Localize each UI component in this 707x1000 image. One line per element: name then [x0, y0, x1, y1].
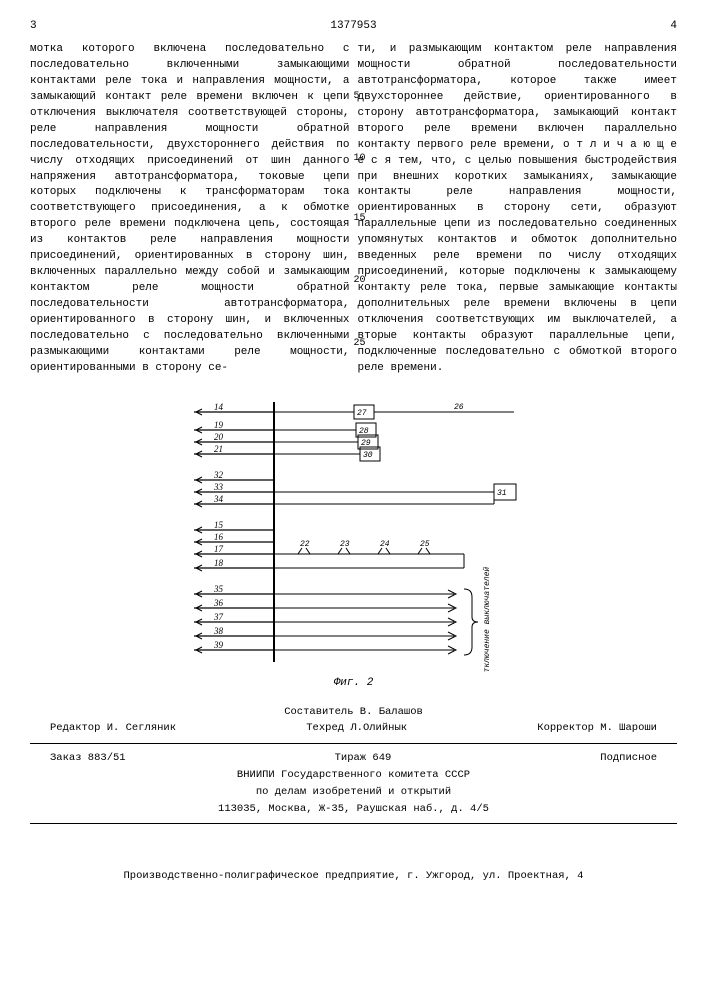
tirazh: Тираж 649 — [335, 750, 392, 767]
svg-text:17: 17 — [214, 544, 224, 554]
page-col-num-left: 3 — [30, 20, 60, 32]
svg-text:19: 19 — [214, 420, 224, 430]
figure-caption: Фиг. 2 — [154, 677, 554, 689]
svg-text:27: 27 — [357, 409, 367, 418]
svg-text:26: 26 — [454, 403, 464, 412]
org-line-2: по делам изобретений и открытий — [30, 784, 677, 801]
svg-text:31: 31 — [497, 489, 507, 498]
svg-text:33: 33 — [213, 482, 224, 492]
compiler-line: Составитель В. Балашов — [30, 704, 677, 721]
svg-text:24: 24 — [380, 540, 390, 549]
order-number: Заказ 883/51 — [50, 750, 126, 767]
svg-text:25: 25 — [420, 540, 430, 549]
page-col-num-right: 4 — [647, 20, 677, 32]
patent-number: 1377953 — [60, 20, 647, 32]
col1-body: мотка которого включена последовательно … — [30, 43, 350, 374]
svg-text:32: 32 — [213, 470, 224, 480]
svg-text:22: 22 — [300, 540, 310, 549]
svg-text:30: 30 — [363, 451, 373, 460]
svg-text:21: 21 — [214, 444, 223, 454]
svg-text:18: 18 — [214, 558, 224, 568]
svg-text:38: 38 — [213, 626, 224, 636]
svg-text:34: 34 — [213, 494, 224, 504]
column-1-text: мотка которого включена последовательно … — [30, 42, 350, 377]
svg-text:14: 14 — [214, 402, 224, 412]
editor: Редактор И. Сегляник — [50, 720, 176, 737]
svg-text:37: 37 — [213, 612, 224, 622]
svg-text:35: 35 — [213, 584, 224, 594]
techred: Техред Л.Олийнык — [306, 720, 407, 737]
column-2-text: ти, и размыкающим контактом реле направл… — [358, 42, 678, 377]
svg-text:23: 23 — [340, 540, 350, 549]
org-address: 113035, Москва, Ж-35, Раушская наб., д. … — [30, 801, 677, 818]
svg-text:15: 15 — [214, 520, 224, 530]
figure-2: 1419202132333415161718353637383927262829… — [154, 392, 554, 689]
svg-text:39: 39 — [213, 640, 224, 650]
svg-text:Отключение выключателей: Отключение выключателей — [483, 566, 492, 671]
corrector: Корректор М. Шароши — [537, 720, 657, 737]
svg-text:20: 20 — [214, 432, 224, 442]
footer-block: Составитель В. Балашов Редактор И. Сегля… — [30, 704, 677, 825]
svg-text:16: 16 — [214, 532, 224, 542]
printer-line: Производственно-полиграфическое предприя… — [0, 870, 707, 882]
org-line-1: ВНИИПИ Государственного комитета СССР — [30, 767, 677, 784]
svg-text:36: 36 — [213, 598, 224, 608]
podpisnoe: Подписное — [600, 750, 657, 767]
